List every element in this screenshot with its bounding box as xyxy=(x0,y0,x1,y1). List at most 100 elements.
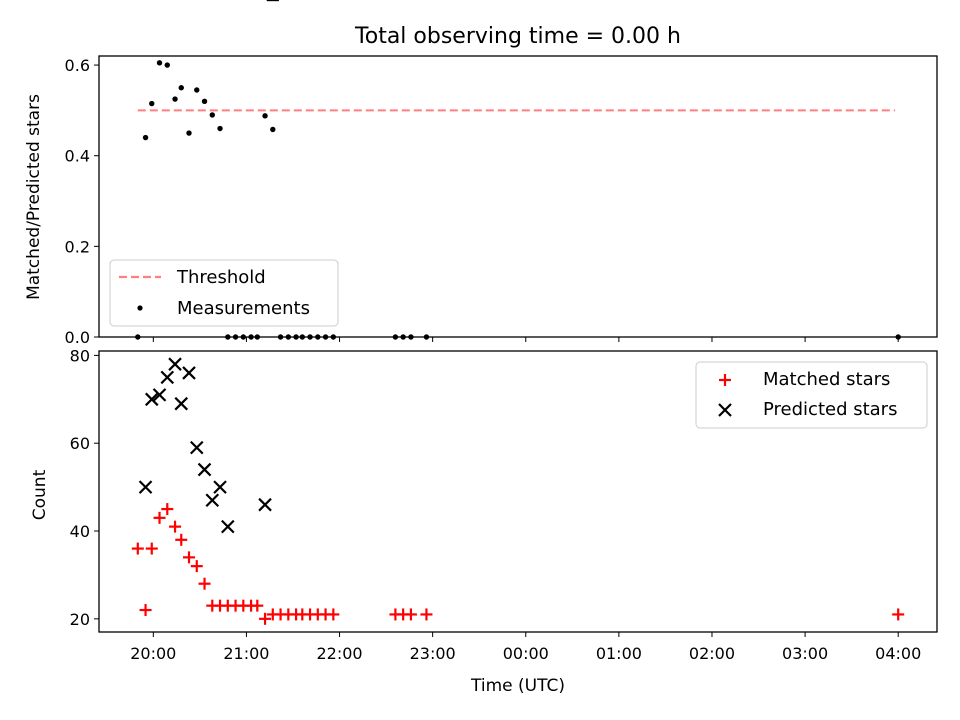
predicted-star-point xyxy=(197,462,212,477)
top-y-tick-label: 0.6 xyxy=(65,56,90,75)
measurement-point xyxy=(392,334,399,340)
measurement-point xyxy=(156,60,163,66)
measurement-point xyxy=(186,130,192,136)
matched-star-point xyxy=(169,520,182,533)
measurement-point xyxy=(149,100,155,107)
predicted-star-point xyxy=(189,440,204,455)
bottom-legend-box xyxy=(695,361,928,429)
predicted-marker-b xyxy=(144,392,159,407)
matched-star-point xyxy=(139,604,152,617)
matched-star-point xyxy=(404,608,417,621)
measurement-point xyxy=(408,334,414,340)
matched-star-point xyxy=(131,542,144,555)
top-marks xyxy=(135,60,901,340)
predicted-star-point xyxy=(144,392,159,407)
matched-star-point xyxy=(175,533,188,546)
measurement-point xyxy=(322,334,329,340)
matched-star-point xyxy=(183,551,196,564)
bottom-y-tick-label: 20 xyxy=(70,610,90,629)
matched-star-point xyxy=(251,599,264,612)
bottom-y-tick-label: 60 xyxy=(70,434,90,453)
predicted-star-point xyxy=(213,480,227,494)
bottom-panel: Count Time (UTC) 20 40 60 80 20:00 21:00 22:0… xyxy=(30,0,938,696)
predicted-marker-b xyxy=(152,388,167,402)
matched-star-point xyxy=(327,608,340,621)
top-plot-frame xyxy=(98,55,938,338)
predicted-marker-b xyxy=(168,357,182,371)
predicted-legend-label: Predicted stars xyxy=(763,399,897,420)
measurement-point xyxy=(142,134,149,141)
predicted-legend-marker xyxy=(718,403,732,417)
x-tick-label: 00:00 xyxy=(503,644,549,663)
measurement-point xyxy=(400,334,406,340)
measurement-point xyxy=(330,334,337,340)
measurement-point xyxy=(164,62,170,68)
measurement-point xyxy=(299,334,305,340)
x-ticks: 20:00 21:00 22:00 23:00 00:00 01:00 02:00 03:00… xyxy=(130,337,921,663)
x-axis-label: Time (UTC) xyxy=(470,676,565,696)
matched-star-point xyxy=(420,608,433,621)
predicted-star-point xyxy=(221,519,235,534)
matched-star-point xyxy=(190,560,203,573)
measurement-point xyxy=(423,334,430,340)
bottom-y-ticks: 20 40 60 80 xyxy=(70,346,99,629)
measurement-point xyxy=(254,334,260,340)
predicted-marker-b xyxy=(160,370,175,385)
measurement-point xyxy=(217,125,223,132)
top-y-axis-label: Matched/Predicted stars xyxy=(24,94,44,300)
x-tick-label: 21:00 xyxy=(223,644,269,663)
predicted-star-point xyxy=(174,396,189,411)
predicted-marker-b xyxy=(213,480,227,494)
predicted-marker-b xyxy=(189,440,204,455)
x-tick-label: 22:00 xyxy=(316,644,362,663)
matched-legend-label: Matched stars xyxy=(763,369,890,390)
bottom-y-tick-label: 40 xyxy=(70,522,90,541)
predicted-marker-b xyxy=(174,396,189,411)
x-tick-label: 23:00 xyxy=(410,644,456,663)
measurements-legend-marker xyxy=(137,305,143,311)
predicted-marker-b xyxy=(258,497,272,512)
measurement-point xyxy=(262,113,268,119)
bottom-legend: Matched stars Predicted stars xyxy=(695,361,928,429)
predicted-star-point xyxy=(205,493,220,508)
bottom-plot-frame xyxy=(98,350,938,633)
predicted-marker-b xyxy=(138,480,153,494)
measurement-point xyxy=(225,334,231,340)
matched-star-point xyxy=(259,612,272,625)
predicted-marker-b xyxy=(182,366,196,380)
top-y-tick-label: 0.0 xyxy=(65,328,90,347)
matched-star-point xyxy=(153,511,166,524)
matched-star-point xyxy=(161,503,174,516)
top-y-ticks: 0.0 0.2 0.4 0.6 xyxy=(65,56,99,347)
x-tick-label: 04:00 xyxy=(875,644,921,663)
top-legend-box xyxy=(109,259,339,327)
measurement-point xyxy=(285,334,292,340)
matched-star-point xyxy=(198,577,211,590)
predicted-star-point xyxy=(152,388,167,402)
predicted-star-point xyxy=(168,357,182,371)
measurement-point xyxy=(240,334,247,340)
measurement-point xyxy=(201,98,208,105)
x-tick-label: 01:00 xyxy=(596,644,642,663)
measurement-point xyxy=(293,334,299,340)
bottom-marks xyxy=(131,0,905,625)
top-y-tick-label: 0.2 xyxy=(65,237,90,256)
x-tick-label: 03:00 xyxy=(782,644,828,663)
predicted-star-point xyxy=(160,370,175,385)
measurement-point xyxy=(315,334,321,340)
measurement-point xyxy=(277,334,284,340)
predicted-star-point xyxy=(258,497,272,512)
matched-legend-marker xyxy=(719,374,731,386)
predicted-star-point xyxy=(138,480,153,494)
measurement-point xyxy=(270,126,276,133)
x-tick-label: 02:00 xyxy=(689,644,735,663)
measurement-point xyxy=(194,87,200,93)
top-panel: Matched/Predicted stars 0.0 0.2 0.4 0.6 Thr… xyxy=(24,55,938,347)
chart-title: Total observing time = 0.00 h xyxy=(354,24,681,49)
measurements-legend-label: Measurements xyxy=(177,298,310,319)
x-tick-label: 20:00 xyxy=(130,644,176,663)
measurement-point xyxy=(248,334,254,340)
predicted-marker-b xyxy=(205,493,220,508)
top-legend: Threshold Measurements xyxy=(109,259,339,327)
